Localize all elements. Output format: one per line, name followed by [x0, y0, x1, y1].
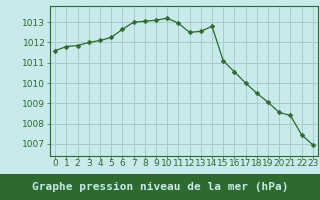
Text: Graphe pression niveau de la mer (hPa): Graphe pression niveau de la mer (hPa) [32, 182, 288, 192]
